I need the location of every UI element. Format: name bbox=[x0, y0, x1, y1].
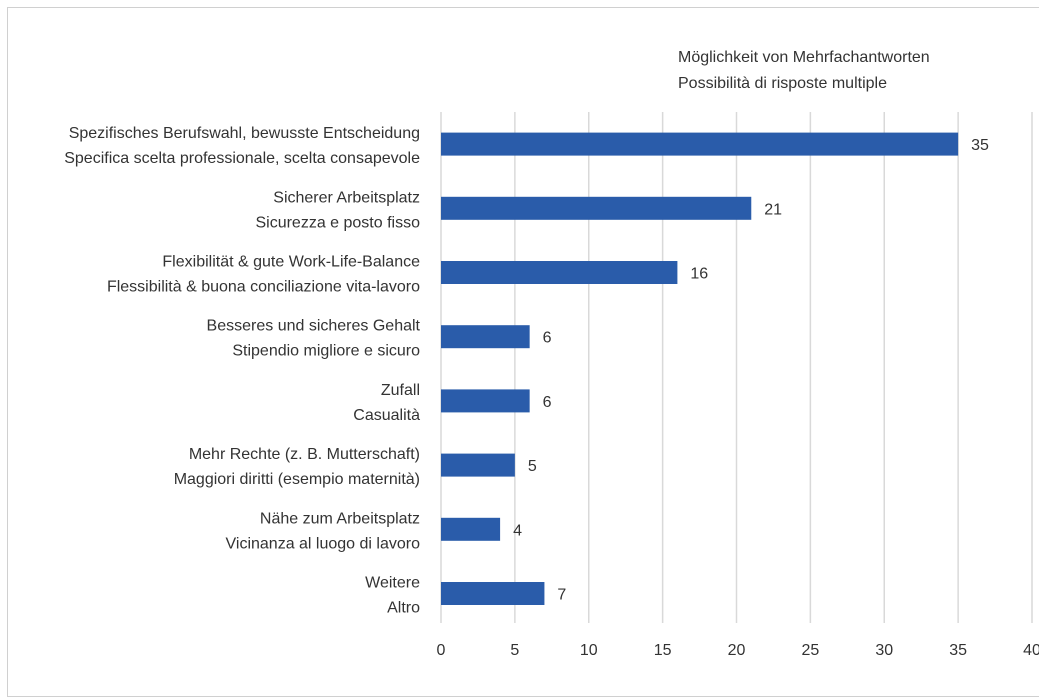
bar bbox=[441, 132, 959, 156]
category-label: Besseres und sicheres Gehalt bbox=[207, 318, 421, 335]
category-label: Sicurezza e posto fisso bbox=[255, 214, 420, 231]
category-label: Specifica scelta professionale, scelta c… bbox=[64, 150, 420, 167]
category-label: Flexibilität & gute Work-Life-Balance bbox=[162, 254, 420, 271]
category-label: Stipendio migliore e sicuro bbox=[232, 343, 420, 360]
data-label: 5 bbox=[528, 458, 537, 475]
category-label: Weitere bbox=[365, 575, 420, 592]
x-tick-label: 0 bbox=[437, 642, 446, 659]
data-label: 35 bbox=[971, 137, 989, 154]
category-label: Flessibilità & buona conciliazione vita-… bbox=[107, 279, 420, 296]
bar bbox=[441, 453, 515, 477]
category-label: Vicinanza al luogo di lavoro bbox=[226, 535, 421, 552]
x-tick-label: 25 bbox=[801, 642, 819, 659]
chart-note-line-2: Possibilità di risposte multiple bbox=[678, 75, 887, 92]
bar bbox=[441, 582, 545, 605]
bar bbox=[441, 517, 501, 541]
data-label: 6 bbox=[543, 394, 552, 411]
chart-note-line-1: Möglichkeit von Mehrfachantworten bbox=[678, 49, 930, 66]
category-label: Spezifisches Berufswahl, bewusste Entsch… bbox=[69, 125, 420, 142]
bar bbox=[441, 389, 530, 413]
data-label: 4 bbox=[513, 522, 522, 539]
data-label: 6 bbox=[543, 330, 552, 347]
bars bbox=[441, 132, 959, 605]
x-tick-label: 20 bbox=[728, 642, 746, 659]
category-label: Sicherer Arbeitsplatz bbox=[273, 189, 420, 206]
x-tick-label: 5 bbox=[510, 642, 519, 659]
x-axis-ticks: 0 5 10 15 20 25 30 35 40 bbox=[437, 642, 1039, 659]
category-label: Casualità bbox=[353, 407, 420, 424]
category-label: Maggiori diritti (esempio maternità) bbox=[174, 471, 420, 488]
value-labels: 35 21 16 6 6 5 4 7 bbox=[513, 137, 989, 603]
x-tick-label: 15 bbox=[654, 642, 672, 659]
category-label: Mehr Rechte (z. B. Mutterschaft) bbox=[189, 446, 420, 463]
x-tick-label: 30 bbox=[875, 642, 893, 659]
category-label: Altro bbox=[387, 600, 420, 617]
category-label: Zufall bbox=[381, 382, 420, 399]
category-labels: Spezifisches Berufswahl, bewusste Entsch… bbox=[64, 125, 420, 616]
bar bbox=[441, 261, 678, 284]
bar bbox=[441, 196, 752, 220]
x-tick-label: 10 bbox=[580, 642, 598, 659]
bar bbox=[441, 325, 530, 349]
data-label: 16 bbox=[690, 266, 708, 283]
x-tick-label: 35 bbox=[949, 642, 967, 659]
gridlines bbox=[440, 112, 1033, 623]
category-label: Nähe zum Arbeitsplatz bbox=[260, 510, 420, 527]
x-tick-label: 40 bbox=[1023, 642, 1039, 659]
data-label: 7 bbox=[557, 587, 566, 604]
data-label: 21 bbox=[764, 201, 782, 218]
